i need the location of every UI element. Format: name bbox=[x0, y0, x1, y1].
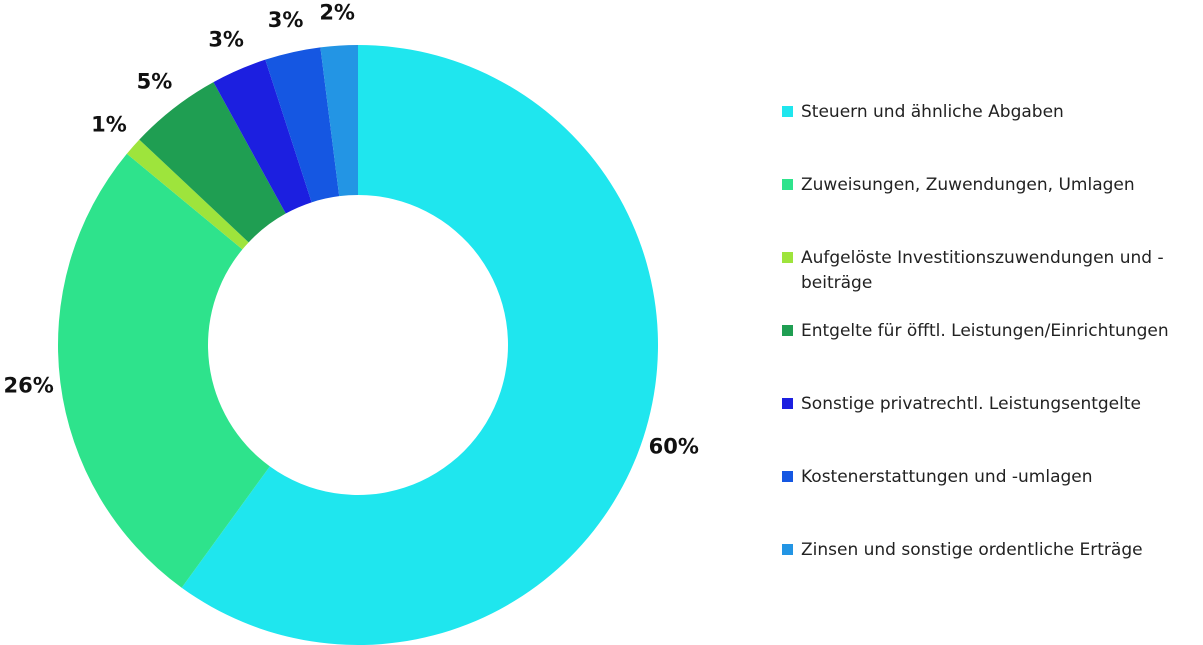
data-label: 5% bbox=[137, 70, 173, 94]
slice bbox=[126, 139, 249, 250]
data-label: 60% bbox=[649, 435, 699, 459]
legend-item: Kostenerstattungen und -umlagen bbox=[782, 465, 1186, 490]
legend-item: Aufgelöste Investitionszuwendungen und -… bbox=[782, 246, 1186, 296]
legend-swatch bbox=[782, 252, 793, 263]
legend-swatch bbox=[782, 106, 793, 117]
legend-label: Steuern und ähnliche Abgaben bbox=[801, 102, 1064, 122]
legend-label: Zuweisungen, Zuwendungen, Umlagen bbox=[801, 175, 1135, 195]
legend-swatch bbox=[782, 325, 793, 336]
data-label: 1% bbox=[91, 112, 127, 136]
legend-swatch bbox=[782, 179, 793, 190]
slice bbox=[57, 153, 270, 588]
legend-swatch bbox=[782, 471, 793, 482]
slice bbox=[139, 82, 286, 243]
slice bbox=[320, 45, 358, 197]
legend-label: Sonstige privatrechtl. Leistungsentgelte bbox=[801, 394, 1141, 414]
legend-item: Zinsen und sonstige ordentliche Erträge bbox=[782, 538, 1186, 563]
legend-label: Zinsen und sonstige ordentliche Erträge bbox=[801, 540, 1143, 560]
slice bbox=[181, 45, 658, 645]
legend-label: Entgelte für öfftl. Leistungen/Einrichtu… bbox=[801, 321, 1169, 341]
legend-label: Kostenerstattungen und -umlagen bbox=[801, 467, 1093, 487]
legend-item: Zuweisungen, Zuwendungen, Umlagen bbox=[782, 173, 1186, 198]
data-label: 26% bbox=[3, 374, 53, 398]
data-label: 3% bbox=[208, 27, 244, 51]
legend-swatch bbox=[782, 398, 793, 409]
legend-label: Aufgelöste Investitionszuwendungen und -… bbox=[801, 248, 1164, 293]
data-label: 2% bbox=[319, 1, 355, 25]
legend-item: Entgelte für öfftl. Leistungen/Einrichtu… bbox=[782, 319, 1186, 344]
chart: 60% 26% 1% 5% 3% 3% 2% bbox=[3, 1, 699, 645]
legend-item: Sonstige privatrechtl. Leistungsentgelte bbox=[782, 392, 1186, 417]
data-label: 3% bbox=[268, 8, 304, 32]
slice bbox=[265, 47, 340, 203]
legend-swatch bbox=[782, 544, 793, 555]
slice bbox=[213, 59, 312, 214]
legend-item: Steuern und ähnliche Abgaben bbox=[782, 100, 1186, 125]
